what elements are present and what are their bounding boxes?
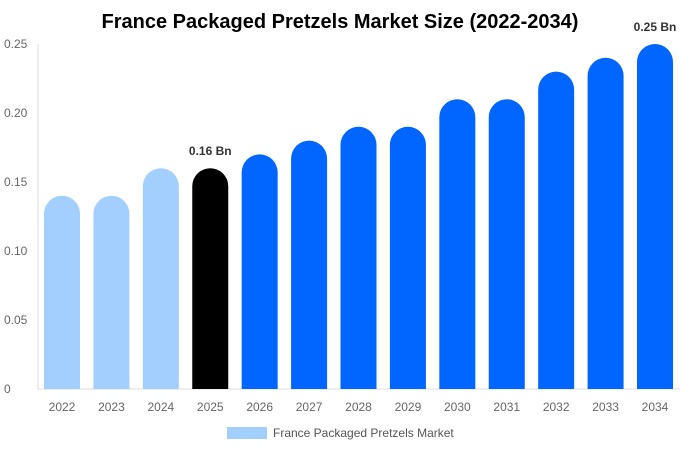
y-tick-label: 0.20: [4, 106, 28, 120]
data-label: 0.16 Bn: [189, 144, 232, 158]
x-tick-label: 2023: [98, 400, 125, 414]
bar-2028: [340, 126, 377, 389]
x-tick-label: 2028: [345, 400, 372, 414]
legend-swatch: [227, 427, 267, 439]
x-tick-label: 2032: [543, 400, 570, 414]
y-tick-label: 0: [4, 382, 11, 396]
x-tick-label: 2024: [147, 400, 174, 414]
x-tick-label: 2029: [395, 400, 422, 414]
bar-2027: [291, 140, 328, 389]
bar-2024: [142, 168, 179, 389]
bar-2023: [93, 195, 130, 389]
bar-2034: [637, 44, 673, 389]
y-tick-label: 0.25: [4, 37, 28, 51]
chart-title: France Packaged Pretzels Market Size (20…: [102, 11, 579, 33]
x-tick-label: 2030: [444, 400, 471, 414]
bar-2029: [389, 126, 426, 389]
x-tick-label: 2022: [49, 400, 76, 414]
x-tick-label: 2026: [246, 400, 273, 414]
y-tick-label: 0.10: [4, 244, 28, 258]
bar-2026: [241, 154, 278, 389]
legend-label: France Packaged Pretzels Market: [273, 426, 454, 440]
bar-2031: [488, 99, 525, 389]
x-tick-label: 2031: [493, 400, 520, 414]
bar-2025: [192, 168, 229, 389]
bar-2022: [44, 195, 80, 389]
bar-2032: [538, 71, 575, 389]
bar-2030: [439, 99, 476, 389]
y-tick-label: 0.05: [4, 313, 28, 327]
x-tick-label: 2033: [592, 400, 619, 414]
y-tick-label: 0.15: [4, 175, 28, 189]
x-tick-label: 2025: [197, 400, 224, 414]
data-label: 0.25 Bn: [634, 20, 677, 34]
x-tick-label: 2027: [296, 400, 323, 414]
bar-2033: [587, 57, 624, 389]
x-tick-label: 2034: [642, 400, 669, 414]
